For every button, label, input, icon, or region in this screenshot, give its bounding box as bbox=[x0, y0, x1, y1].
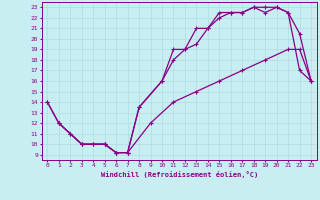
X-axis label: Windchill (Refroidissement éolien,°C): Windchill (Refroidissement éolien,°C) bbox=[100, 171, 258, 178]
